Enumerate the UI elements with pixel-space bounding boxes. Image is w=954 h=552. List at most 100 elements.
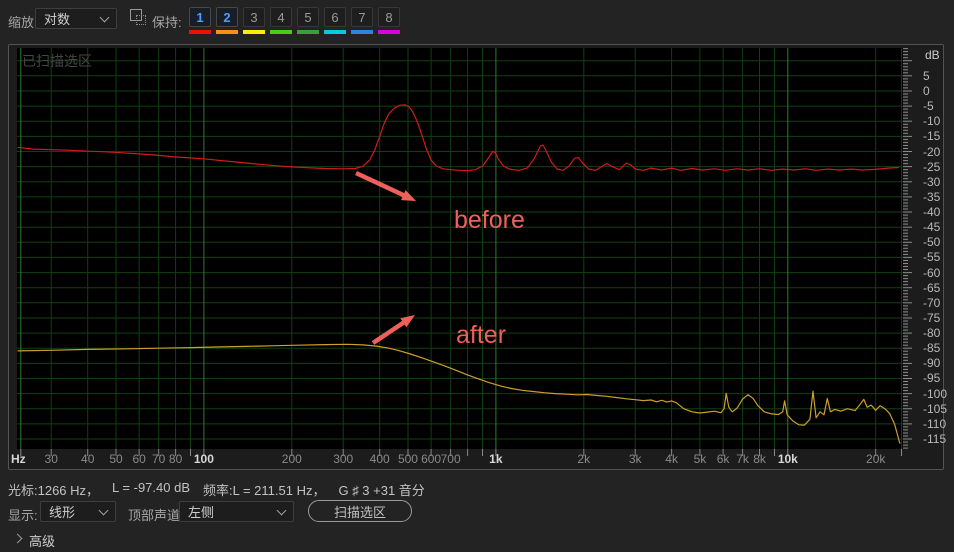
- db-tick-label: -100: [923, 386, 948, 401]
- hold-button-8[interactable]: 8: [378, 7, 400, 34]
- frequency-ruler: [20, 449, 902, 456]
- db-tick-label: -40: [923, 205, 941, 220]
- hold-button-3[interactable]: 3: [243, 7, 265, 34]
- hold-color-bar: [243, 30, 265, 34]
- db-tick-label: -60: [923, 265, 941, 280]
- db-ruler: [903, 48, 912, 449]
- display-dropdown[interactable]: 线形: [40, 501, 116, 522]
- frequency-tick-label: 60: [132, 452, 146, 466]
- scan-selection-button[interactable]: 扫描选区: [308, 500, 412, 522]
- db-tick-label: -90: [923, 356, 941, 371]
- frequency-tick-label: 70: [151, 452, 166, 466]
- db-tick-label: -45: [923, 220, 941, 235]
- snapshot-icon[interactable]: [130, 9, 148, 27]
- chevron-down-icon: [276, 505, 287, 515]
- db-tick-label: -70: [923, 295, 941, 310]
- db-tick-label: -5: [923, 99, 934, 114]
- display-value: 线形: [49, 505, 76, 520]
- frequency-tick-label: 10k: [777, 452, 798, 466]
- advanced-section[interactable]: 高级: [0, 528, 954, 552]
- hold-button-label: 7: [351, 7, 373, 27]
- hold-color-bar: [216, 30, 238, 34]
- spectrum-plot[interactable]: 已扫描选区 before after: [17, 48, 903, 449]
- db-tick-label: 5: [923, 68, 930, 83]
- db-tick-label: -95: [923, 371, 941, 386]
- chevron-down-icon: [98, 505, 109, 515]
- db-tick-label: -110: [923, 416, 947, 431]
- hold-button-label: 6: [324, 7, 346, 27]
- zoom-scale-value: 对数: [44, 12, 71, 27]
- hold-button-7[interactable]: 7: [351, 7, 373, 34]
- hold-color-bar: [297, 30, 319, 34]
- frequency-tick-label: 50: [109, 452, 123, 466]
- status-bar: 光标:1266 Hz， L = -97.40 dB 频率:L = 211.51 …: [8, 480, 438, 499]
- db-tick-label: -20: [923, 144, 941, 159]
- cursor-level-readout: L = -97.40 dB: [112, 480, 190, 495]
- hz-axis-unit: Hz: [11, 452, 26, 466]
- db-tick-label: -50: [923, 235, 941, 250]
- annotation-label-before: before: [454, 206, 525, 234]
- zoom-scale-dropdown[interactable]: 对数: [35, 8, 117, 29]
- frequency-readout: 频率:L = 211.51 Hz，: [202, 483, 326, 498]
- hold-color-bar: [351, 30, 373, 34]
- frequency-tick-label: 7k: [736, 452, 749, 466]
- spectrum-canvas: [17, 48, 903, 449]
- frequency-tick-label: 3k: [628, 452, 642, 466]
- hold-button-label: 1: [189, 7, 211, 27]
- display-label: 显示:: [8, 508, 38, 523]
- hold-button-label: 4: [270, 7, 292, 27]
- cursor-readout: 光标:1266 Hz，: [8, 483, 100, 498]
- frequency-tick-label: 40: [81, 452, 95, 466]
- db-tick-label: -85: [923, 341, 941, 356]
- db-tick-label: 0: [923, 83, 930, 98]
- chart-panel: 已扫描选区 before after 5 0 -5 -10 -15 -20 -25 -30 -35…: [8, 44, 947, 470]
- frequency-tick-label: 2k: [577, 452, 591, 466]
- frequency-tick-label: 300: [333, 452, 354, 466]
- hold-color-bar: [324, 30, 346, 34]
- hold-button-6[interactable]: 6: [324, 7, 346, 34]
- top-channel-value: 左侧: [188, 505, 215, 520]
- db-tick-label: -80: [923, 326, 941, 341]
- hold-color-bar: [270, 30, 292, 34]
- frequency-tick-label: 30: [44, 452, 58, 466]
- hold-color-bar: [189, 30, 211, 34]
- frequency-tick-label: 700: [440, 452, 461, 466]
- zoom-scale-label: 缩放:: [8, 15, 38, 30]
- annotation-label-after: after: [456, 321, 507, 349]
- db-tick-label: -115: [923, 432, 947, 446]
- hold-button-label: 5: [297, 7, 319, 27]
- chevron-right-icon: [12, 533, 23, 544]
- db-tick-label: -75: [923, 310, 941, 325]
- hold-button-2[interactable]: 2: [216, 7, 238, 34]
- frequency-tick-label: 400: [369, 452, 390, 466]
- frequency-tick-label: 5k: [693, 452, 707, 466]
- top-channel-label: 顶部声道:: [128, 508, 184, 523]
- frequency-tick-label: 1k: [489, 452, 503, 466]
- db-tick-label: -35: [923, 189, 941, 204]
- frequency-tick-label: 500: [397, 452, 418, 466]
- pitch-readout: G ♯ 3 +31 音分: [338, 483, 425, 498]
- hold-button-label: 8: [378, 7, 400, 27]
- db-tick-label: -55: [923, 250, 941, 265]
- frequency-tick-label: 6k: [716, 452, 730, 466]
- hold-label: 保持:: [152, 15, 182, 30]
- frequency-tick-label: 200: [281, 452, 302, 466]
- frequency-tick-label: 20k: [866, 452, 886, 466]
- frequency-tick-label: 600: [421, 452, 442, 466]
- hold-button-5[interactable]: 5: [297, 7, 319, 34]
- db-tick-label: -65: [923, 280, 941, 295]
- hold-button-4[interactable]: 4: [270, 7, 292, 34]
- hold-button-1[interactable]: 1: [189, 7, 211, 34]
- db-tick-label: -15: [923, 129, 941, 144]
- db-tick-label: -25: [923, 159, 941, 174]
- db-axis-unit: dB: [925, 48, 940, 62]
- db-tick-label: -105: [923, 401, 948, 416]
- hold-button-label: 3: [243, 7, 265, 27]
- frequency-tick-label: 80: [168, 452, 183, 466]
- chevron-down-icon: [99, 12, 110, 22]
- db-tick-label: -10: [923, 114, 941, 129]
- top-channel-dropdown[interactable]: 左侧: [179, 501, 294, 522]
- frequency-tick-label: 4k: [665, 452, 678, 466]
